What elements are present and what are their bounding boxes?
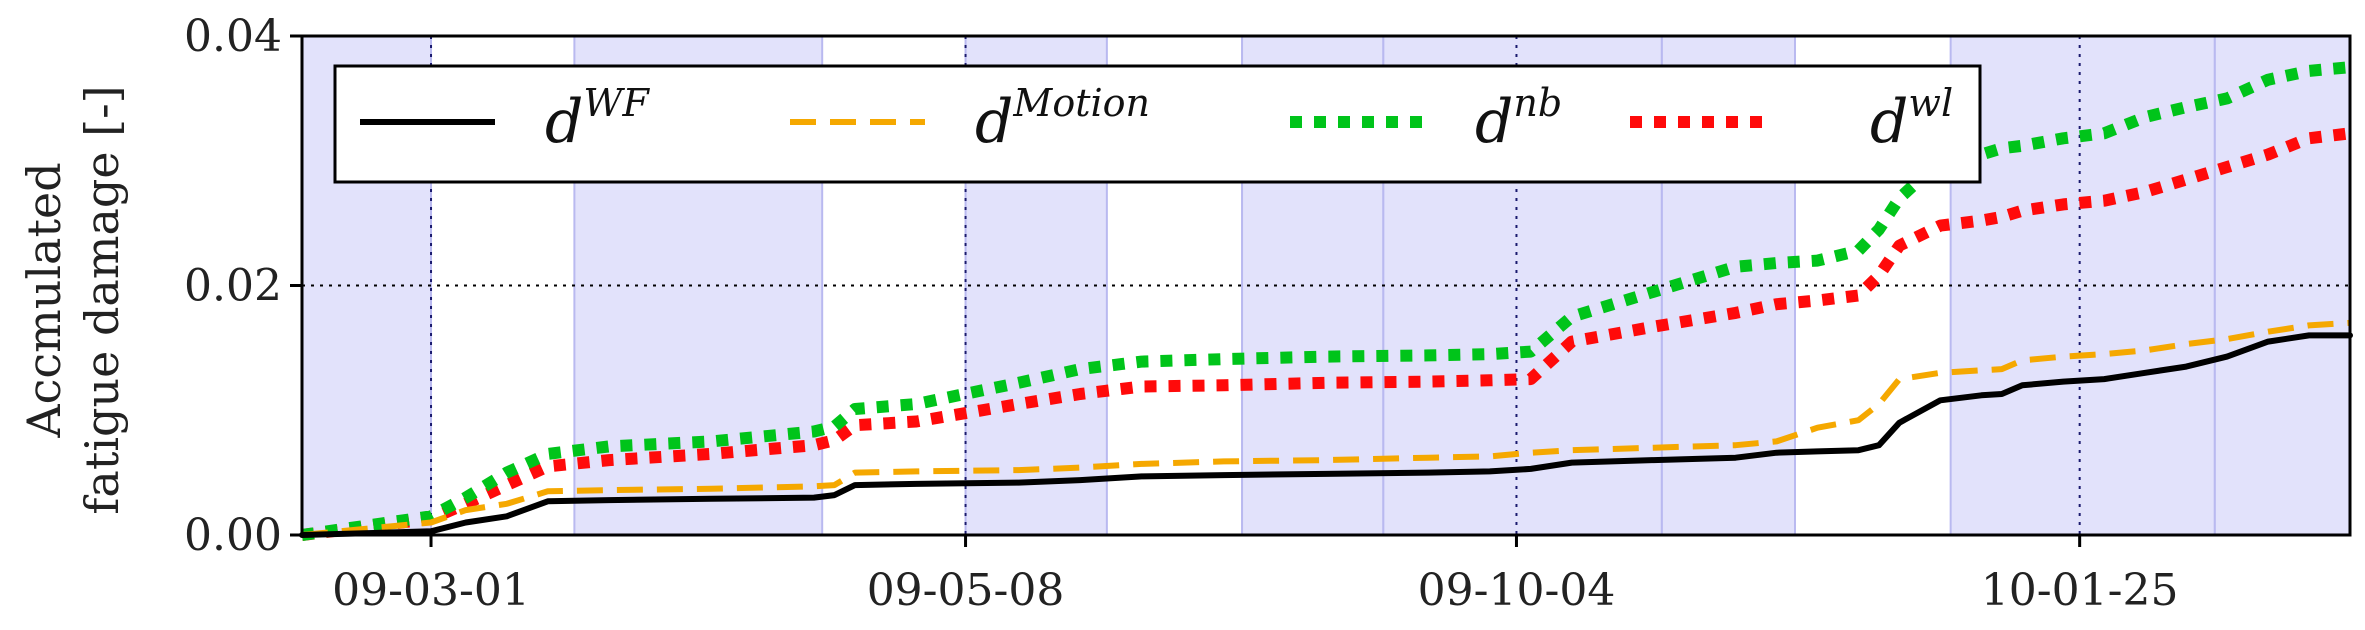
- series-line-wl: [301, 127, 2351, 541]
- x-tick-label: 10-01-25: [1981, 565, 2179, 616]
- series-line-motion: [301, 319, 2351, 538]
- y-tick-label: 0.02: [184, 261, 282, 312]
- series-line-nb: [301, 61, 2351, 541]
- y-axis-ticks: 0.00 0.02 0.04: [184, 11, 302, 561]
- legend: dWF dMotion dnb dwl: [333, 64, 1982, 184]
- y-tick-label: 0.04: [184, 11, 282, 62]
- y-axis-label-line-2: fatigue damage [-]: [75, 85, 129, 514]
- x-tick-label: 09-05-08: [867, 565, 1065, 616]
- x-tick-label: 09-03-01: [332, 565, 530, 616]
- y-axis-label-line-1: Accmulated: [17, 162, 71, 438]
- x-tick-label: 09-10-04: [1418, 565, 1616, 616]
- series-line-wf: [299, 332, 2353, 538]
- series-lines: [299, 61, 2353, 541]
- x-axis-ticks: 09-03-01 09-05-08 09-10-04 10-01-25: [332, 535, 2179, 616]
- y-tick-label: 0.00: [184, 510, 282, 561]
